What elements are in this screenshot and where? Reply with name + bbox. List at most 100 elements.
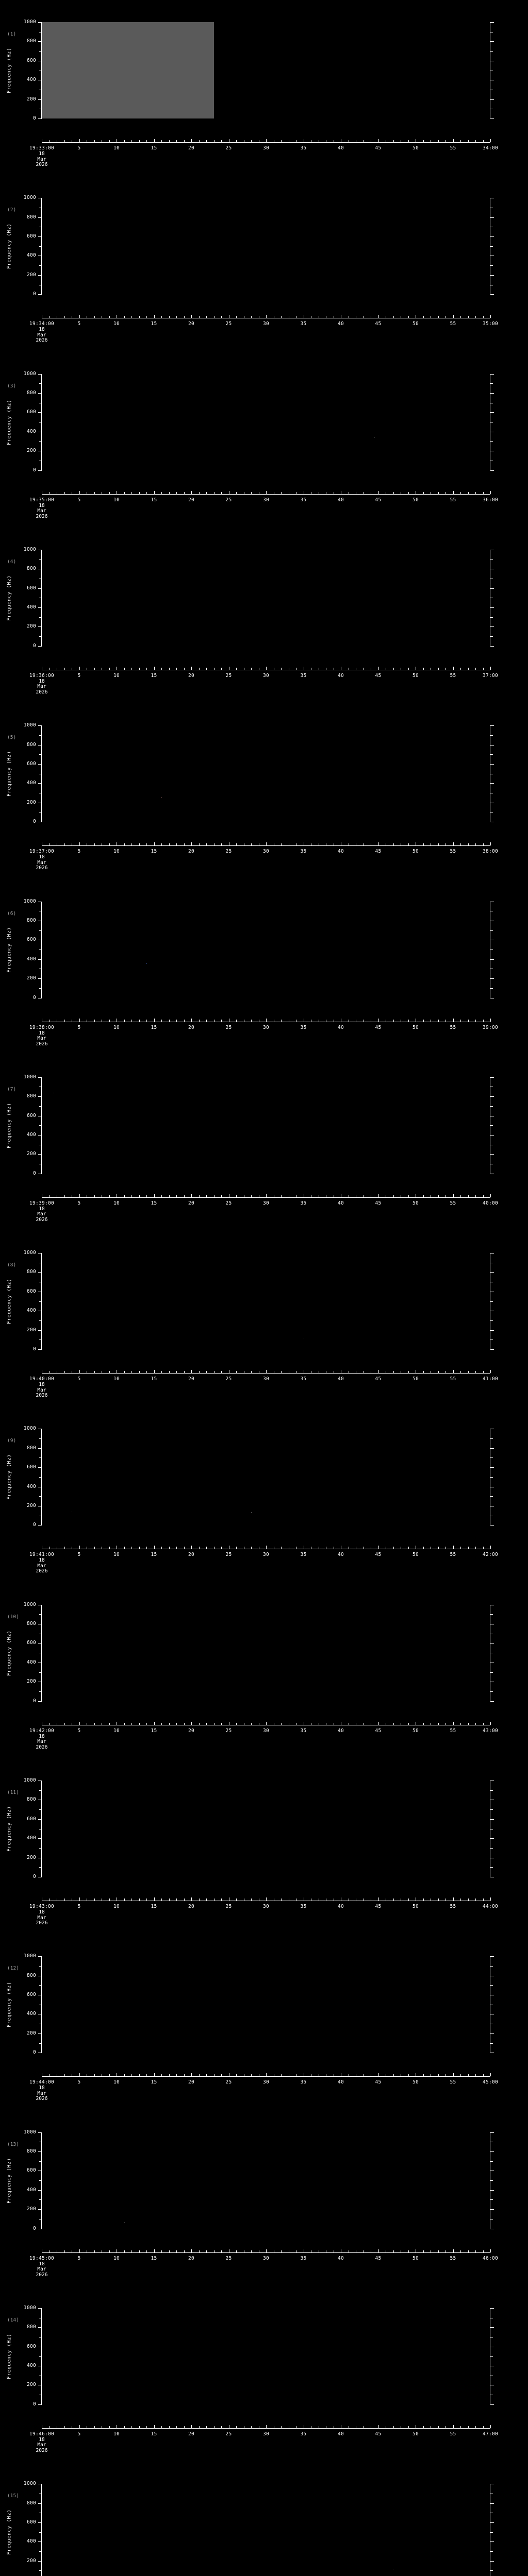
x-axis-minor-tick (131, 1195, 132, 1197)
x-axis-minor-tick (475, 2426, 476, 2428)
y-axis-tick (38, 1819, 42, 1820)
y-axis-tick (38, 118, 42, 119)
y-axis-tick-label: 1000 (23, 898, 36, 904)
y-axis-tick (38, 1272, 42, 1273)
x-axis-minor-tick (146, 843, 147, 846)
y-axis-minor-tick-right (490, 51, 493, 52)
y-axis-tick-right (490, 978, 494, 979)
x-axis-tick-label: 10 (113, 1904, 120, 1909)
x-axis-minor-tick (251, 2426, 252, 2428)
x-axis-minor-tick (146, 140, 147, 142)
x-axis-start-label: 19:43:00 (29, 1904, 55, 1909)
x-axis-tick-label: 20 (188, 1727, 195, 1734)
x-axis-minor-tick (64, 1722, 65, 1725)
x-axis-minor-tick (393, 667, 394, 670)
x-axis-major-tick (453, 2425, 454, 2428)
x-axis-tick-label: 30 (262, 1024, 270, 1030)
y-axis-minor-tick (39, 1614, 42, 1615)
y-axis-minor-tick-right (490, 265, 493, 266)
y-axis-tick (38, 2327, 42, 2328)
x-axis-minor-tick (124, 1371, 125, 1374)
x-axis-start-label: 19:42:00 (29, 1727, 55, 1734)
y-axis-tick (38, 783, 42, 784)
x-axis-minor-tick (139, 2074, 140, 2077)
y-axis-minor-tick-right (490, 754, 493, 755)
x-axis-minor-tick (483, 2250, 484, 2252)
x-axis-minor-tick (161, 492, 162, 494)
y-axis-tick-label: 400 (26, 252, 36, 259)
x-axis-tick-label: 40 (337, 1376, 344, 1382)
plot-area (42, 725, 490, 822)
x-axis-minor-tick (124, 843, 125, 846)
x-axis-tick-label: 15 (151, 145, 157, 151)
x-axis-minor-tick (131, 1547, 132, 1549)
x-axis-tick-label: 25 (225, 849, 232, 855)
x-axis-minor-tick (109, 843, 110, 846)
x-axis-minor-tick (64, 2426, 65, 2428)
x-axis-date-line: Mar (37, 508, 46, 514)
x-axis-minor-tick (281, 1371, 282, 1374)
x-axis-minor-tick (146, 1195, 147, 1197)
y-axis-tick-label: 800 (26, 389, 36, 396)
x-axis-minor-tick (161, 1722, 162, 1725)
x-axis-minor-tick (64, 1899, 65, 1901)
x-axis-minor-tick (176, 2074, 177, 2077)
x-axis-tick-label: 35 (300, 1200, 307, 1206)
x-axis-minor-tick (423, 2250, 424, 2252)
y-axis-line (41, 2484, 42, 2576)
x-axis-major-tick (453, 1721, 454, 1725)
x-axis-tick-label: 55 (450, 1552, 456, 1558)
x-axis-minor-tick (64, 843, 65, 846)
x-axis-minor-tick (94, 667, 95, 670)
x-axis-minor-tick (221, 492, 222, 494)
y-axis-minor-tick (39, 2180, 42, 2181)
x-axis-major-tick (79, 1194, 80, 1197)
x-axis-date-line: 2026 (36, 1216, 48, 1223)
x-axis-minor-tick (139, 2250, 140, 2252)
y-axis-minor-tick-right (490, 1125, 493, 1126)
x-axis-minor-tick (393, 492, 394, 494)
x-axis-major-tick (453, 490, 454, 494)
x-axis-tick-label: 10 (113, 2255, 120, 2261)
x-axis-minor-tick (423, 667, 424, 670)
y-axis-tick-label: 1000 (23, 19, 36, 25)
x-axis-minor-tick (221, 1371, 222, 1374)
x-axis-minor-tick (281, 1722, 282, 1725)
y-axis-tick-label: 1000 (23, 2129, 36, 2135)
x-axis-minor-tick (161, 2426, 162, 2428)
x-axis-end-label: 44:00 (482, 1904, 499, 1909)
x-axis-tick-label: 50 (412, 497, 419, 503)
y-axis-tick-label: 200 (26, 1502, 36, 1509)
x-axis-tick-label: 50 (412, 1727, 419, 1734)
x-axis-minor-tick (408, 843, 409, 846)
y-axis-tick-label: 1000 (23, 195, 36, 201)
x-axis-minor-tick (393, 1019, 394, 1022)
x-axis-minor-tick (94, 2426, 95, 2428)
x-axis-major-tick (154, 2073, 155, 2077)
x-axis-minor-tick (139, 1899, 140, 1901)
x-axis-minor-tick (139, 1547, 140, 1549)
x-axis-minor-tick (124, 1019, 125, 1022)
x-axis-minor-tick (483, 1195, 484, 1197)
y-axis-tick-label: 200 (26, 623, 36, 630)
x-axis-tick-label: 10 (113, 2431, 120, 2437)
y-axis-tick (38, 1077, 42, 1078)
x-axis-minor-tick (483, 1371, 484, 1374)
x-axis-minor-tick (251, 1722, 252, 1725)
x-axis-minor-tick (468, 2074, 469, 2077)
x-axis-major-tick (453, 1546, 454, 1549)
x-axis-major-tick (154, 2249, 155, 2252)
x-axis-major-tick (191, 1370, 192, 1374)
x-axis-start-label: 19:45:00 (29, 2255, 55, 2261)
x-axis-minor-tick (124, 1195, 125, 1197)
y-axis-tick (38, 1330, 42, 1331)
y-axis-tick (38, 2522, 42, 2523)
y-axis-tick-label: 200 (26, 96, 36, 102)
x-axis-minor-tick (408, 2426, 409, 2428)
x-axis-tick-label: 40 (337, 1904, 344, 1909)
x-axis-line (42, 1373, 490, 1374)
x-axis-date-label: 18 Mar 2026 (24, 151, 60, 168)
spectrogram-panel: 0 200 400 600 800 1000 Frequency (Hz) (9) 19:41:… (0, 1406, 528, 1582)
panel-number-label: (2) (7, 207, 16, 213)
y-axis-tick-label: 1000 (23, 1250, 36, 1256)
